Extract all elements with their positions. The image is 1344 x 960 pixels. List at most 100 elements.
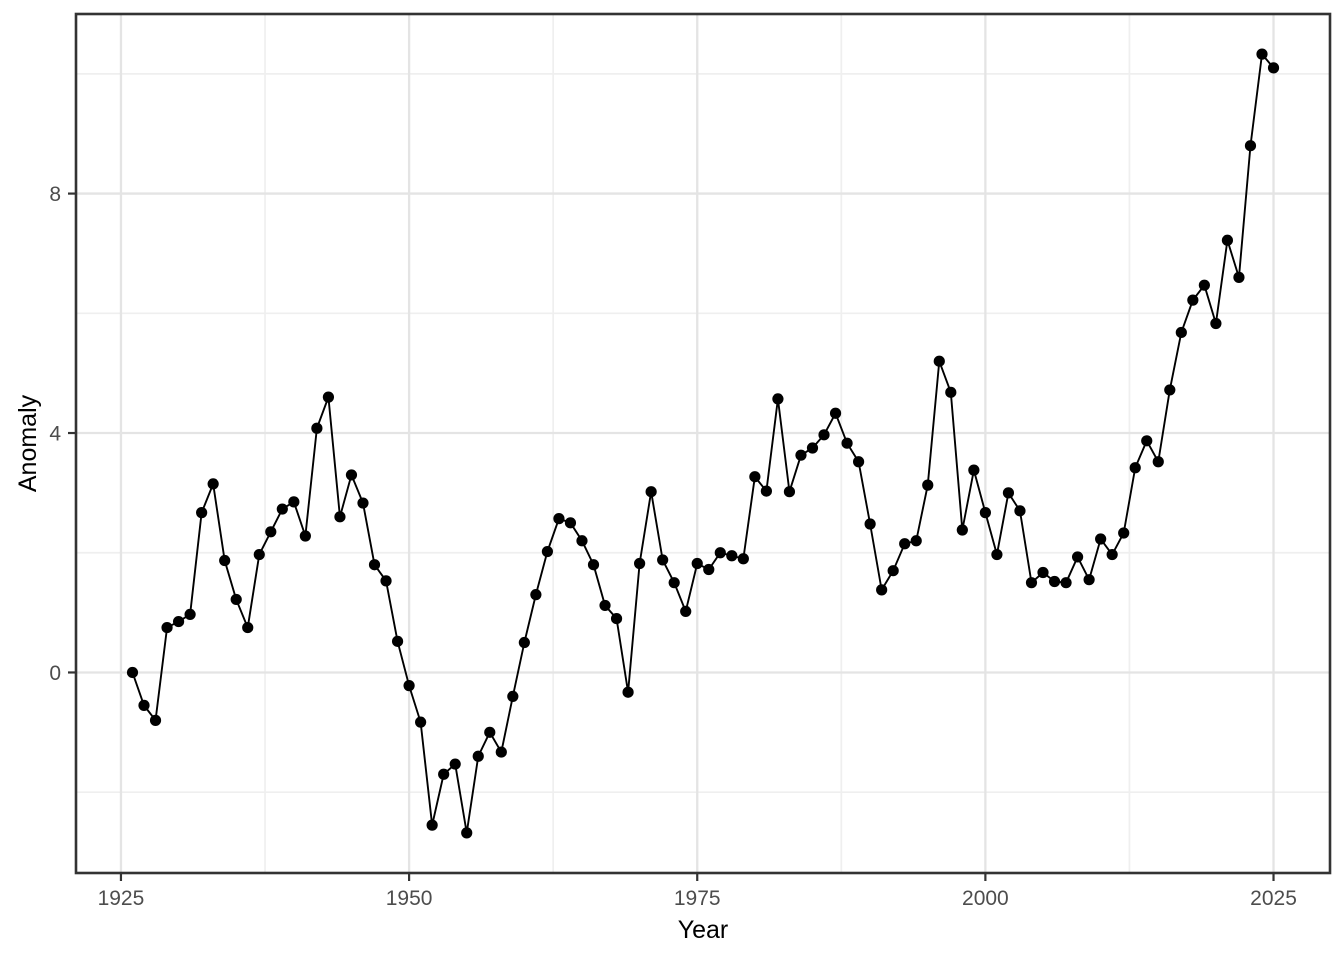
minor-gridlines xyxy=(76,14,1330,873)
data-point xyxy=(322,391,335,403)
data-point xyxy=(1048,575,1061,588)
data-point xyxy=(818,429,830,441)
data-point xyxy=(945,386,957,398)
data-point xyxy=(1164,384,1176,396)
data-point xyxy=(1106,548,1118,561)
data-point xyxy=(507,690,519,703)
data-point xyxy=(806,442,819,454)
data-point xyxy=(311,422,323,434)
data-point xyxy=(979,507,991,519)
data-point xyxy=(126,666,139,679)
y-axis-title: Anomaly xyxy=(14,394,42,492)
data-point xyxy=(1025,577,1038,589)
data-point xyxy=(368,559,381,571)
y-tick-label: 0 xyxy=(49,662,61,685)
data-point xyxy=(587,559,600,571)
data-point xyxy=(622,686,634,698)
major-gridlines xyxy=(76,14,1330,873)
data-series xyxy=(126,48,1280,839)
data-point xyxy=(426,819,438,831)
data-point xyxy=(1152,456,1164,468)
data-point xyxy=(138,699,150,711)
data-point xyxy=(207,478,219,490)
data-point xyxy=(1256,48,1268,60)
data-point xyxy=(288,496,300,508)
data-point xyxy=(1060,577,1072,589)
data-point xyxy=(645,486,657,498)
data-point xyxy=(910,535,922,547)
data-point xyxy=(991,548,1003,561)
data-point xyxy=(737,553,749,565)
data-point xyxy=(783,486,796,498)
data-point xyxy=(1129,462,1141,474)
data-point xyxy=(760,485,772,497)
data-point xyxy=(1233,271,1245,283)
data-point xyxy=(1221,234,1234,246)
data-point xyxy=(1267,62,1280,74)
data-point xyxy=(841,437,853,449)
data-point xyxy=(968,464,980,476)
data-point xyxy=(161,621,173,634)
data-point xyxy=(668,577,680,589)
data-point xyxy=(876,584,888,596)
data-point xyxy=(657,554,669,566)
data-point xyxy=(1095,533,1107,545)
axis-tick-labels: 1925 1950 1975 2000 2025 0 4 8 xyxy=(49,183,1297,910)
data-point xyxy=(703,563,715,576)
data-point xyxy=(933,355,945,367)
data-point xyxy=(691,557,703,570)
data-point xyxy=(922,479,934,491)
data-point xyxy=(795,449,807,461)
data-point xyxy=(899,538,911,550)
data-point xyxy=(438,768,450,780)
data-point xyxy=(334,511,346,523)
data-point xyxy=(518,636,530,649)
data-point xyxy=(956,524,968,536)
data-point xyxy=(541,545,554,558)
data-point xyxy=(196,507,208,519)
data-point xyxy=(749,471,761,483)
data-point xyxy=(1141,435,1153,447)
data-point xyxy=(172,615,185,628)
data-point xyxy=(634,557,646,570)
data-point xyxy=(610,612,623,625)
x-tick-label: 1975 xyxy=(674,887,721,910)
y-tick-label: 8 xyxy=(49,183,61,206)
data-point xyxy=(415,716,427,728)
data-point xyxy=(1071,551,1084,563)
data-point xyxy=(1244,140,1257,152)
data-point xyxy=(1187,294,1199,306)
data-point xyxy=(276,503,288,515)
x-tick-label: 1950 xyxy=(386,887,433,910)
x-tick-label: 1925 xyxy=(98,887,145,910)
data-point xyxy=(345,469,358,481)
data-point xyxy=(1083,574,1095,586)
data-point xyxy=(1118,527,1130,539)
data-point xyxy=(184,608,196,621)
axis-tick-marks xyxy=(68,192,1275,881)
data-point xyxy=(149,714,162,726)
data-point xyxy=(1002,487,1015,499)
data-point xyxy=(576,535,588,547)
x-axis-title: Year xyxy=(678,916,729,944)
data-point xyxy=(1014,505,1026,517)
data-point xyxy=(599,599,611,612)
panel-background xyxy=(76,14,1330,873)
data-point xyxy=(357,497,369,509)
data-point xyxy=(461,827,473,839)
data-point xyxy=(553,513,565,525)
data-point xyxy=(299,530,311,542)
data-point xyxy=(530,589,542,601)
data-point xyxy=(380,575,392,587)
series-line xyxy=(131,51,1275,834)
data-point xyxy=(403,680,415,692)
data-point xyxy=(564,517,577,529)
data-point xyxy=(449,758,461,770)
data-point xyxy=(714,547,726,559)
data-point xyxy=(253,548,265,561)
data-point xyxy=(472,750,484,762)
data-point xyxy=(680,605,692,618)
x-tick-label: 2000 xyxy=(962,887,1009,910)
